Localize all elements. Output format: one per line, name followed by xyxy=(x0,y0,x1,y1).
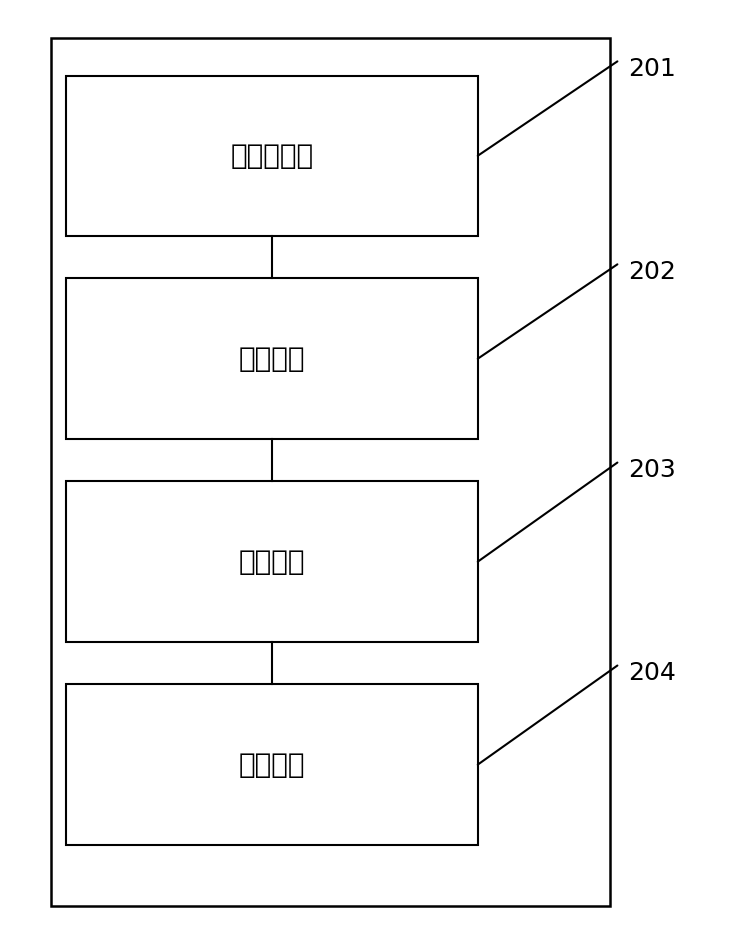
Text: 201: 201 xyxy=(628,57,676,80)
Bar xyxy=(66,684,478,845)
Text: 202: 202 xyxy=(628,260,676,283)
Text: 203: 203 xyxy=(628,458,676,481)
Text: 基带模块: 基带模块 xyxy=(239,345,305,373)
Text: 204: 204 xyxy=(628,661,676,684)
Bar xyxy=(66,481,478,642)
Bar xyxy=(66,278,478,439)
Bar xyxy=(66,76,478,236)
Text: 射频模块: 射频模块 xyxy=(239,548,305,576)
Text: 天线模块: 天线模块 xyxy=(239,750,305,779)
Bar xyxy=(51,38,610,906)
Text: 应用处理器: 应用处理器 xyxy=(230,142,314,170)
